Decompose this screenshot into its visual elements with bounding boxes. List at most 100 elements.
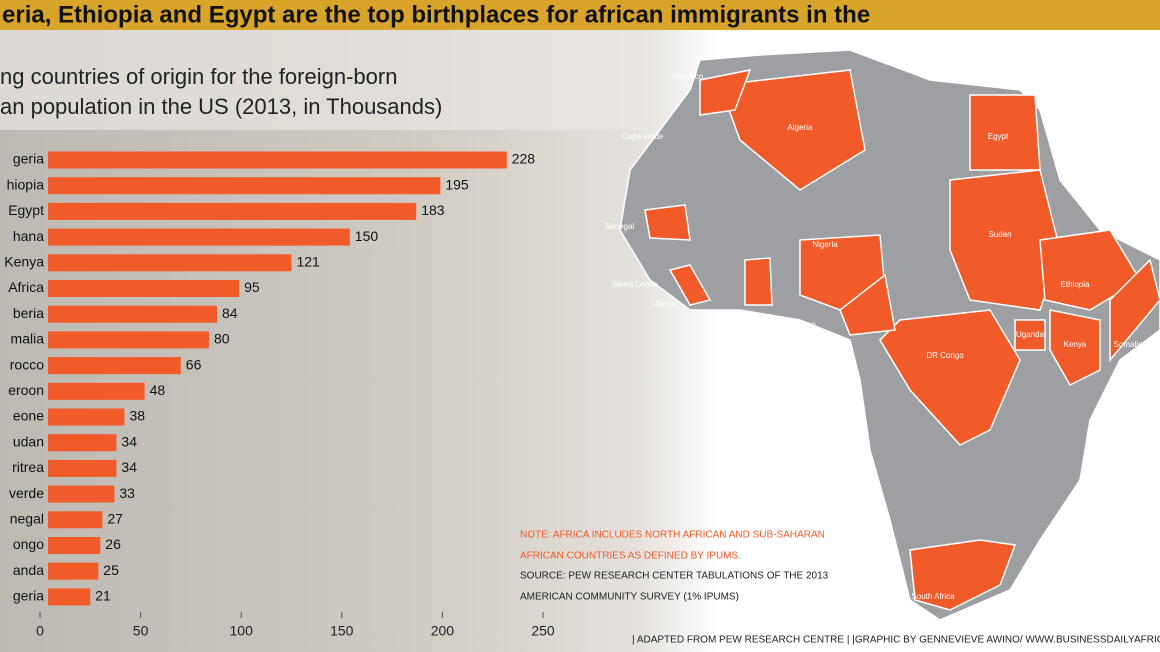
map-label: Nigeria	[812, 240, 838, 249]
y-tick-label: malia	[11, 331, 45, 347]
bar	[48, 177, 441, 195]
note: SOURCE: PEW RESEARCH CENTER TABULATIONS …	[520, 571, 829, 582]
value-label: 21	[95, 588, 111, 604]
y-tick-label: verde	[9, 485, 44, 501]
subtitle: an population in the US (2013, in Thousa…	[0, 94, 442, 119]
bar	[48, 357, 181, 375]
bar	[48, 537, 101, 554]
map-label: Ethiopia	[1061, 280, 1090, 289]
value-label: 95	[244, 279, 260, 295]
bar	[48, 254, 292, 272]
y-tick-label: hana	[13, 228, 44, 244]
value-label: 195	[445, 176, 469, 192]
country	[1109, 258, 1160, 363]
bar	[48, 408, 125, 426]
map-label: Cape verde	[622, 132, 664, 141]
y-tick-label: ongo	[13, 536, 44, 552]
country	[879, 309, 1021, 446]
value-label: 27	[107, 511, 123, 527]
note: AFRICAN COUNTRIES AS DEFINED BY IPUMS.	[520, 551, 741, 562]
bar	[48, 305, 218, 323]
value-label: 38	[129, 408, 145, 424]
bar	[48, 280, 240, 297]
value-label: 150	[355, 228, 379, 244]
highlighted-countries	[644, 68, 1160, 611]
y-tick-label: Africa	[8, 279, 44, 295]
map-label: Egypt	[988, 132, 1009, 141]
map-label: Eritrea	[1098, 220, 1122, 229]
y-tick-label: hiopia	[7, 176, 45, 192]
map-label: Senegal	[605, 222, 635, 231]
map-label: Kenya	[1064, 340, 1087, 349]
map-label: Uganda	[1016, 330, 1045, 339]
value-label: 48	[150, 382, 166, 398]
country	[1049, 309, 1101, 386]
chart-title: eria, Ethiopia and Egypt are the top bir…	[2, 1, 870, 28]
country	[668, 264, 712, 306]
map	[619, 49, 1160, 621]
value-label: 80	[214, 331, 230, 347]
map-label: Ghana	[746, 318, 771, 327]
bar	[48, 562, 99, 580]
bar	[48, 588, 91, 606]
value-label: 183	[421, 202, 445, 218]
note: AMERICAN COMMUNITY SURVEY (1% IPUMS)	[520, 592, 739, 603]
bar	[48, 511, 103, 529]
y-tick-label: beria	[13, 305, 44, 321]
x-tick-label: 200	[431, 623, 455, 639]
map-label: Sudan	[988, 230, 1011, 239]
value-label: 34	[121, 459, 137, 475]
map-label: Algeria	[788, 123, 813, 132]
map-label: Somalia	[1114, 340, 1143, 349]
bar	[48, 382, 145, 400]
bar	[48, 434, 117, 452]
x-tick-label: 150	[330, 623, 354, 639]
country	[718, 69, 866, 191]
bar	[48, 459, 117, 477]
bar	[48, 331, 209, 349]
y-tick-label: eroon	[8, 382, 44, 398]
y-tick-label: udan	[13, 433, 44, 449]
bar	[48, 151, 507, 169]
credit: | ADAPTED FROM PEW RESEARCH CENTRE | |GR…	[632, 635, 1160, 646]
map-label: Morocco	[673, 72, 704, 81]
country	[909, 539, 1017, 611]
country	[1014, 319, 1046, 351]
map-label: Sierra Leone	[612, 280, 658, 289]
map-label: DR Congo	[926, 351, 964, 360]
x-tick-label: 50	[133, 623, 149, 639]
bar	[48, 202, 417, 220]
subtitle: ng countries of origin for the foreign-b…	[0, 64, 397, 89]
value-label: 34	[121, 433, 137, 449]
map-label: South Africa	[911, 592, 955, 601]
y-tick-label: negal	[10, 511, 44, 527]
value-label: 26	[105, 536, 121, 552]
x-tick-label: 250	[531, 623, 555, 639]
value-label: 121	[296, 254, 320, 270]
y-tick-label: ritrea	[12, 459, 44, 475]
y-tick-label: anda	[13, 562, 44, 578]
value-label: 66	[186, 356, 202, 372]
country	[839, 273, 896, 336]
map-label: Liberia	[652, 299, 677, 308]
country	[699, 68, 752, 116]
bar	[48, 228, 350, 246]
y-tick-label: rocco	[10, 356, 44, 372]
country	[644, 204, 691, 241]
x-tick-label: 0	[36, 623, 44, 639]
bar	[48, 485, 115, 503]
country	[949, 169, 1061, 311]
y-tick-label: Egypt	[8, 202, 44, 218]
y-tick-label: geria	[13, 151, 44, 167]
x-tick-label: 100	[230, 623, 254, 639]
country	[744, 257, 773, 306]
title-banner	[0, 0, 1160, 30]
photo-haze	[0, 30, 660, 130]
value-label: 228	[512, 151, 536, 167]
value-label: 33	[119, 485, 135, 501]
y-tick-label: Kenya	[4, 254, 44, 270]
map-label: Cameroon	[778, 320, 815, 329]
y-tick-label: eone	[13, 408, 44, 424]
